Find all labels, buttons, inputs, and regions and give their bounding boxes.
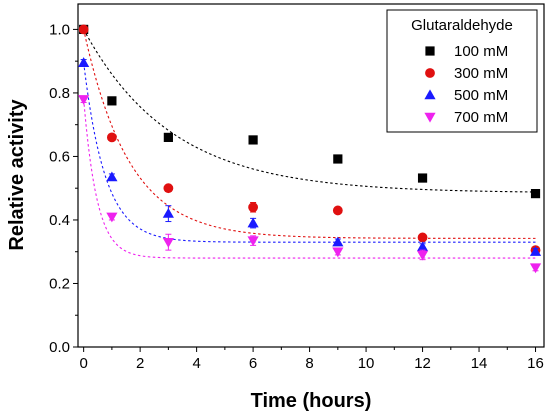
data-point: [417, 173, 428, 183]
data-point: [529, 263, 542, 274]
fit-curve-3: [83, 99, 536, 259]
data-point: [332, 236, 344, 247]
plot-frame: [77, 3, 545, 348]
data-point: [332, 247, 344, 258]
data-point: [106, 132, 117, 143]
data-point: [247, 217, 259, 228]
x-axis-title: Time (hours): [251, 390, 372, 412]
x-tick-label: 6: [249, 355, 257, 372]
legend-title: Glutaraldehyde: [411, 17, 513, 34]
axes: 0 2 4 6 8 10 12 14 16 0.0 0.2 0.4 0.6 0.8 1.0: [49, 21, 544, 372]
data-point: [530, 189, 541, 199]
x-tick-label: 8: [305, 355, 313, 372]
data-point: [106, 171, 118, 182]
x-tick-label: 0: [79, 355, 87, 372]
data-point: [78, 95, 90, 105]
data-point: [248, 135, 258, 145]
legend-box: [386, 9, 538, 133]
y-tick-label: 0.0: [49, 339, 70, 356]
legend-label: 300 mM: [454, 65, 508, 82]
fit-curve-2: [83, 62, 536, 243]
data-point: [416, 250, 429, 261]
x-tick-label: 10: [358, 355, 375, 372]
data-markers: [78, 24, 542, 274]
legend-marker: [424, 112, 436, 123]
x-tick-label: 12: [414, 355, 431, 372]
data-point: [529, 246, 542, 256]
x-tick-label: 2: [136, 355, 144, 372]
fit-curve-0: [83, 29, 536, 193]
y-tick-label: 0.6: [49, 148, 70, 165]
data-point: [106, 212, 118, 223]
x-tick-label: 16: [527, 355, 544, 372]
y-axis-title: Relative activity: [6, 99, 28, 251]
y-tick-label: 1.0: [49, 21, 70, 38]
x-tick-label: 4: [192, 355, 200, 372]
legend-label: 500 mM: [454, 87, 508, 104]
data-point: [248, 202, 259, 213]
data-point: [417, 232, 428, 243]
data-point: [416, 241, 429, 252]
data-point: [163, 183, 174, 194]
y-tick-label: 0.8: [49, 85, 70, 102]
data-point: [78, 24, 89, 35]
data-point: [162, 208, 174, 218]
legend-marker: [424, 89, 436, 100]
legend-label: 100 mM: [454, 43, 508, 60]
data-point: [78, 57, 90, 67]
x-tick-label: 14: [471, 355, 488, 372]
data-point: [107, 96, 117, 106]
legend-marker: [425, 68, 435, 78]
fit-curves: [83, 29, 536, 259]
data-point: [162, 237, 174, 248]
fit-curve-1: [83, 29, 536, 239]
y-tick-label: 0.2: [49, 275, 70, 292]
legend-label: 700 mM: [454, 109, 508, 126]
data-point: [333, 154, 343, 164]
legend-marker: [425, 46, 435, 56]
data-point: [332, 205, 343, 216]
data-point: [247, 236, 259, 247]
y-tick-label: 0.4: [49, 212, 70, 229]
legend-items: 100 mM 300 mM 500 mM 700 mM: [424, 43, 508, 126]
legend: Glutaraldehyde 100 mM 300 mM 500 mM 700 mM: [386, 9, 538, 133]
data-point: [163, 132, 173, 142]
